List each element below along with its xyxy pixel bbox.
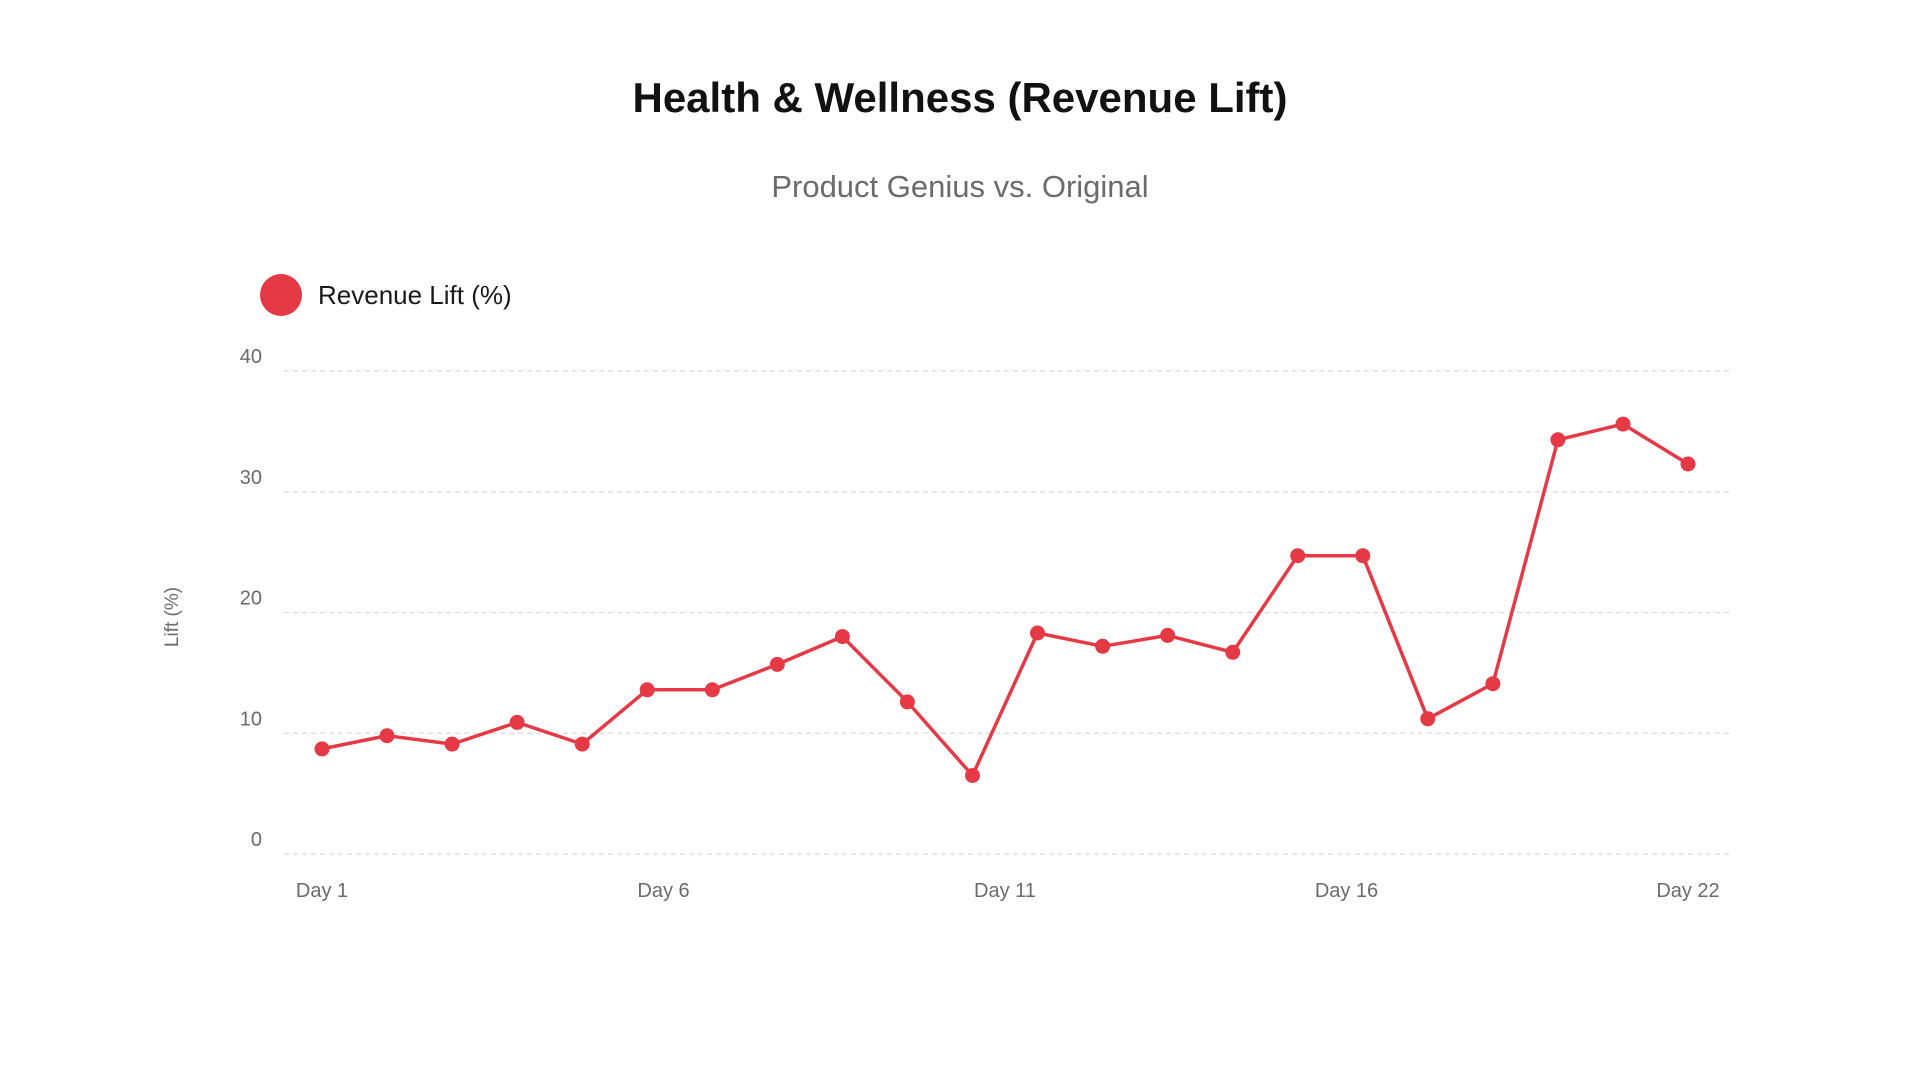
y-tick-label: 20	[240, 588, 262, 610]
data-point[interactable]	[1680, 456, 1696, 472]
x-tick-label: Day 16	[1315, 880, 1378, 902]
data-point[interactable]	[834, 629, 850, 645]
x-axis-ticks: Day 1 Day 6 Day 11 Day 16 Day 22	[296, 880, 1720, 902]
data-point[interactable]	[574, 736, 590, 752]
data-point[interactable]	[704, 682, 720, 698]
grid-lines	[284, 370, 1730, 855]
data-point[interactable]	[314, 741, 330, 757]
data-point[interactable]	[1160, 627, 1176, 643]
x-tick-label: Day 6	[637, 880, 689, 902]
y-axis-ticks: 0 10 20 30 40	[240, 346, 262, 851]
data-point[interactable]	[769, 656, 785, 672]
data-point[interactable]	[1030, 625, 1045, 641]
data-point[interactable]	[1355, 548, 1371, 564]
data-point[interactable]	[965, 768, 980, 783]
legend-swatch-revenue-lift	[260, 274, 302, 316]
data-point[interactable]	[379, 728, 395, 744]
data-point[interactable]	[639, 682, 655, 698]
data-point[interactable]	[1420, 711, 1436, 727]
data-point[interactable]	[1095, 638, 1111, 654]
data-point[interactable]	[509, 714, 525, 730]
chart-subtitle: Product Genius vs. Original	[771, 169, 1149, 204]
data-point[interactable]	[1225, 644, 1241, 660]
data-point[interactable]	[444, 736, 460, 752]
legend: Revenue Lift (%)	[260, 270, 512, 320]
x-tick-label: Day 11	[974, 880, 1036, 902]
y-axis-title: Lift (%)	[162, 587, 183, 647]
y-tick-label: 40	[240, 346, 262, 368]
data-point[interactable]	[1615, 416, 1631, 432]
data-point[interactable]	[899, 694, 915, 710]
x-tick-label: Day 22	[1656, 880, 1719, 902]
y-tick-label: 30	[240, 467, 262, 489]
data-point[interactable]	[1550, 432, 1566, 448]
x-tick-label: Day 1	[296, 880, 348, 902]
series-revenue-lift	[314, 416, 1696, 783]
chart-title: Health & Wellness (Revenue Lift)	[632, 74, 1288, 121]
y-tick-label: 0	[251, 829, 262, 851]
data-point[interactable]	[1485, 676, 1501, 692]
legend-label-revenue-lift: Revenue Lift (%)	[318, 279, 512, 310]
series-line	[321, 422, 1689, 778]
data-point[interactable]	[1290, 548, 1306, 564]
y-tick-label: 10	[240, 708, 262, 730]
